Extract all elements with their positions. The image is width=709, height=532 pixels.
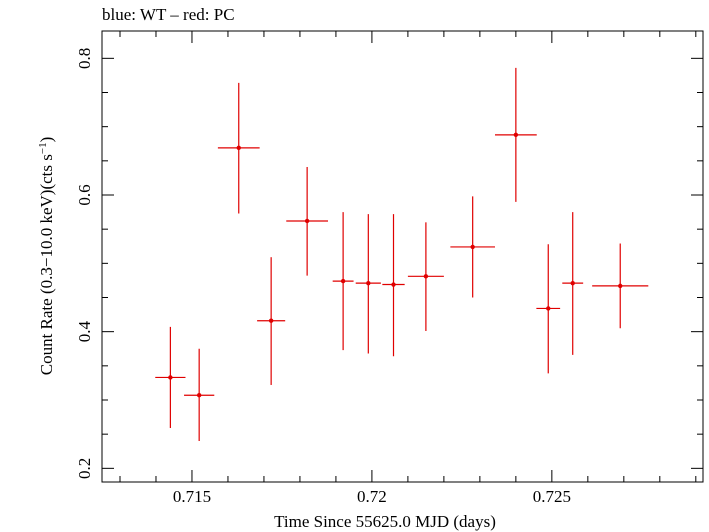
- data-marker: [366, 280, 371, 286]
- data-point: [562, 212, 584, 355]
- data-point: [257, 257, 286, 385]
- data-marker: [423, 274, 429, 279]
- data-point: [286, 166, 329, 276]
- data-marker: [618, 283, 623, 289]
- data-marker: [570, 280, 575, 286]
- data-marker: [391, 282, 396, 287]
- data-marker: [470, 244, 475, 250]
- x-axis-label: Time Since 55625.0 MJD (days): [274, 512, 496, 531]
- y-tick-label: 0.2: [75, 458, 94, 479]
- plot-frame: [101, 30, 704, 483]
- y-tick-label: 0.8: [75, 48, 94, 69]
- y-axis-label-exponent: −1: [37, 142, 49, 154]
- x-axis: 0.715 0.72 0.725: [119, 31, 697, 506]
- data-point: [494, 67, 537, 202]
- data-point: [217, 82, 260, 214]
- data-point: [355, 214, 381, 354]
- y-axis-label-close: ): [37, 137, 56, 143]
- x-tick-label: 0.715: [173, 487, 211, 506]
- data-point: [382, 214, 405, 357]
- data-series-pc: [155, 67, 649, 441]
- data-point: [407, 222, 444, 331]
- data-point: [155, 326, 186, 429]
- y-axis-label-main: Count Rate (0.3−10.0 keV)(cts s: [37, 154, 56, 375]
- y-axis: 0.2 0.4 0.6 0.8: [75, 48, 703, 479]
- data-point: [332, 212, 354, 351]
- y-axis-label: Count Rate (0.3−10.0 keV)(cts s−1): [37, 137, 56, 376]
- data-marker: [196, 393, 202, 398]
- data-marker: [268, 318, 274, 323]
- data-point: [450, 196, 495, 298]
- data-point: [184, 348, 215, 441]
- data-marker: [546, 306, 551, 311]
- data-marker: [340, 278, 346, 284]
- data-point: [592, 243, 649, 329]
- y-tick-label: 0.4: [75, 321, 94, 343]
- data-marker: [304, 218, 310, 224]
- chart-title: blue: WT – red: PC: [102, 5, 235, 24]
- data-point: [536, 244, 561, 374]
- data-marker: [168, 375, 173, 380]
- y-tick-label: 0.6: [75, 184, 94, 205]
- data-marker: [513, 132, 519, 138]
- x-tick-label: 0.72: [357, 487, 387, 506]
- x-tick-label: 0.725: [533, 487, 571, 506]
- data-marker: [236, 145, 241, 151]
